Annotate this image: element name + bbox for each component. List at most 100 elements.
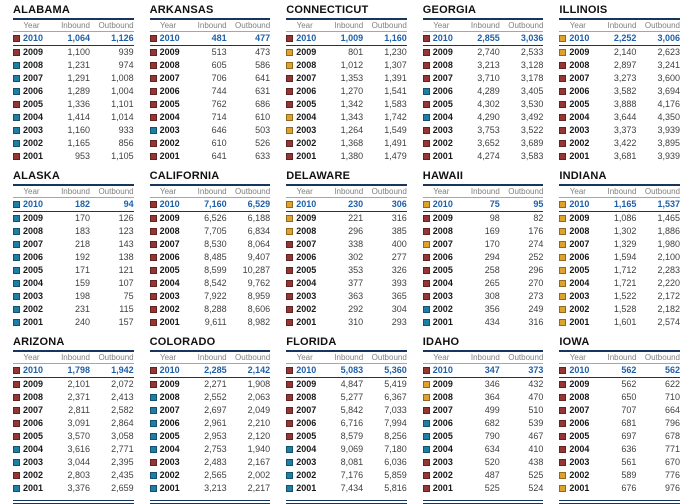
table-row: 2006 3,582 3,694 (559, 85, 680, 98)
row-year: 2002 (296, 470, 317, 480)
row-year: 2002 (432, 138, 453, 148)
table-row: 2003 198 75 (13, 290, 134, 303)
row-year: 2007 (432, 239, 453, 249)
column-header-inbound: Inbound (470, 187, 500, 196)
row-year: 2008 (296, 392, 317, 402)
row-year: 2006 (296, 252, 317, 262)
row-outbound-value: 432 (528, 379, 544, 389)
status-balanced-square-icon (422, 62, 430, 69)
column-header-inbound: Inbound (334, 187, 364, 196)
row-year: 2001 (159, 483, 180, 493)
table-row: 2003 561 670 (559, 456, 680, 469)
table-row: 2004 3,644 4,350 (559, 111, 680, 124)
row-year: 2007 (432, 73, 453, 83)
row-outbound-value: 3,522 (520, 125, 544, 135)
table-row: 2005 762 686 (149, 98, 270, 111)
table-row: 2004 8,542 9,762 (149, 277, 270, 290)
table-row: 2001 3,681 3,939 (559, 150, 680, 163)
status-balanced-square-icon (13, 420, 20, 427)
row-inbound-value: 198 (74, 291, 90, 301)
status-inbound-square-icon (13, 459, 20, 466)
status-balanced-square-icon (286, 140, 294, 147)
row-inbound-value: 310 (348, 317, 364, 327)
row-year: 2010 (159, 199, 180, 209)
row-outbound-value: 1,491 (384, 138, 407, 148)
table-header-row: Year Inbound Outbound (422, 20, 544, 32)
column-header-outbound: Outbound (235, 21, 271, 30)
status-inbound-square-icon (422, 114, 430, 121)
status-balanced-square-icon (559, 407, 567, 414)
table-row: 2010 481 477 (149, 32, 271, 46)
row-outbound-value: 293 (391, 317, 407, 327)
row-inbound-value: 1,291 (67, 73, 90, 83)
table-row: 2002 487 525 (422, 469, 543, 482)
table-row: 2005 1,712 2,283 (559, 264, 680, 277)
row-outbound-value: 1,126 (111, 33, 134, 43)
row-outbound-value: 4,350 (657, 112, 680, 122)
row-inbound-value: 1,594 (613, 252, 637, 262)
table-row: 2003 7,922 8,959 (149, 290, 270, 303)
row-year: 2006 (432, 418, 453, 428)
status-balanced-square-icon (13, 407, 20, 414)
row-outbound-value: 438 (528, 457, 544, 467)
row-year: 2003 (569, 125, 590, 135)
row-outbound-value: 510 (528, 405, 544, 415)
table-row: 2005 171 121 (13, 264, 134, 277)
row-outbound-value: 6,367 (384, 392, 407, 402)
row-inbound-value: 2,753 (204, 444, 227, 454)
row-outbound-value: 306 (391, 199, 407, 209)
row-outbound-value: 1,980 (657, 239, 680, 249)
row-year: 2008 (432, 226, 453, 236)
row-outbound-value: 939 (118, 47, 134, 57)
column-header-year: Year (569, 353, 586, 362)
table-row: 2003 1,522 2,172 (559, 290, 680, 303)
status-balanced-square-icon (286, 267, 294, 274)
row-year: 2010 (159, 33, 180, 43)
row-year: 2004 (432, 112, 453, 122)
row-outbound-value: 3,530 (520, 99, 544, 109)
row-outbound-value: 622 (664, 379, 680, 389)
column-header-outbound: Outbound (235, 353, 271, 362)
status-balanced-square-icon (286, 394, 294, 401)
status-balanced-square-icon (559, 381, 567, 388)
row-inbound-value: 1,231 (67, 60, 90, 70)
row-inbound-value: 182 (74, 199, 90, 209)
column-header-year: Year (160, 21, 177, 30)
row-outbound-value: 2,210 (247, 418, 271, 428)
row-inbound-value: 3,376 (67, 483, 90, 493)
row-year: 2005 (296, 99, 317, 109)
row-outbound-value: 2,142 (247, 365, 271, 375)
row-inbound-value: 676 (621, 483, 637, 493)
row-outbound-value: 2,574 (657, 317, 680, 327)
table-row: 2003 363 365 (286, 290, 407, 303)
row-year: 2009 (159, 379, 180, 389)
status-inbound-square-icon (422, 446, 430, 453)
table-row: 2005 1,336 1,101 (13, 98, 134, 111)
status-balanced-square-icon (286, 367, 294, 374)
column-header-year: Year (569, 21, 586, 30)
table-row: 2010 182 94 (13, 198, 134, 212)
row-outbound-value: 477 (255, 33, 271, 43)
table-row: 2010 1,165 1,537 (559, 198, 680, 212)
row-year: 2001 (23, 151, 44, 161)
table-row: 2009 1,100 939 (13, 46, 134, 59)
table-row: 2003 1,264 1,549 (286, 124, 407, 137)
status-inbound-square-icon (13, 75, 20, 82)
state-title: ILLINOIS (559, 4, 680, 20)
row-outbound-value: 2,063 (247, 392, 271, 402)
column-header-inbound: Inbound (197, 353, 227, 362)
status-balanced-square-icon (13, 101, 20, 108)
row-year: 2009 (432, 379, 453, 389)
row-outbound-value: 4,176 (657, 99, 680, 109)
column-header-inbound: Inbound (470, 353, 500, 362)
status-balanced-square-icon (422, 407, 430, 414)
row-inbound-value: 1,601 (613, 317, 637, 327)
table-row: 2001 434 316 (422, 316, 543, 329)
table-row: 2004 1,414 1,014 (13, 111, 134, 124)
column-header-outbound: Outbound (508, 187, 544, 196)
row-year: 2002 (296, 304, 317, 314)
table-row: 2007 170 274 (422, 238, 543, 251)
row-outbound-value: 8,606 (247, 304, 271, 314)
table-row: 2007 5,842 7,033 (286, 404, 407, 417)
row-inbound-value: 1,329 (613, 239, 637, 249)
